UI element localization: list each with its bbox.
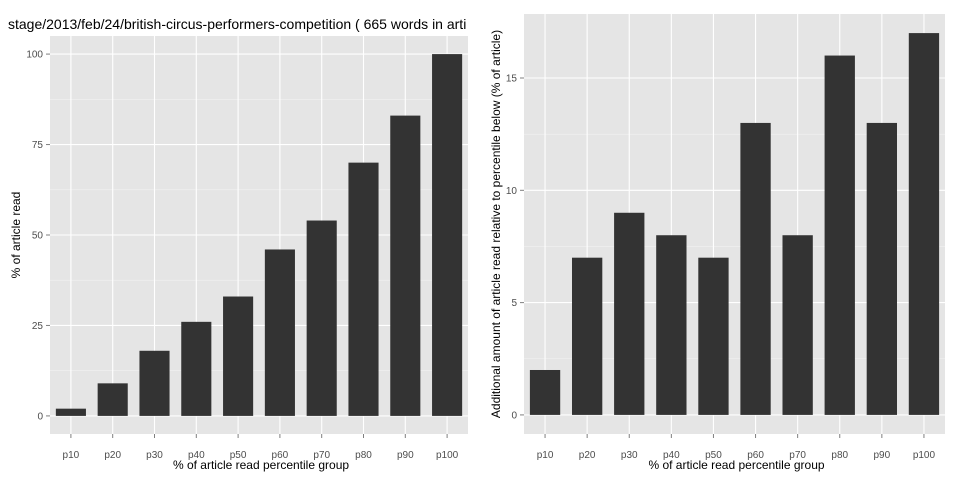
y-axis-title: Additional amount of article read relati… [489,30,503,418]
bar-p50 [698,257,729,415]
bar-p10 [529,369,561,415]
x-tick-label: p60 [747,450,764,461]
bar-p20 [571,257,603,415]
left-bar-chart: 0 25 50 75 100 p10 p20 p30 p40 p50 p60 p70 p80 p90 p10… [9,36,468,472]
x-tick-label: p90 [874,450,891,461]
x-tick-label: p100 [436,450,459,461]
bar-p70 [306,220,337,416]
bar-p20 [97,383,128,416]
right-bar-chart: 0 5 10 15 p10 p20 p30 p40 p50 p60 p70 p80 p90 p100 % o… [489,14,945,472]
x-tick-label: p40 [663,450,680,461]
bar-p80 [348,162,379,416]
x-tick-label: p20 [104,450,121,461]
y-tick-label: 5 [511,298,517,309]
x-tick-label: p100 [913,450,936,461]
bar-p60 [740,122,771,415]
y-tick-label: 15 [506,74,518,85]
x-tick-label: p90 [397,450,414,461]
x-tick-label: p50 [705,450,722,461]
bar-p70 [782,235,813,415]
bar-p40 [181,321,212,416]
y-tick-label: 0 [511,410,517,421]
x-tick-label: p70 [313,450,330,461]
bar-p60 [264,249,295,416]
x-axis-title: % of article read percentile group [173,458,349,472]
y-tick-label: 10 [506,186,518,197]
bar-p10 [55,408,86,416]
bar-p30 [139,350,170,416]
x-tick-label: p80 [355,450,372,461]
y-tick-label: 25 [32,321,44,332]
x-tick-label: p30 [621,450,638,461]
x-tick-label: p10 [537,450,554,461]
bar-p80 [824,55,855,415]
bar-p50 [223,296,254,416]
x-tick-label: p10 [63,450,80,461]
x-tick-label: p20 [579,450,596,461]
bar-p30 [614,212,645,415]
y-tick-label: 100 [26,50,43,61]
x-tick-label: p80 [831,450,848,461]
x-tick-label: p30 [146,450,163,461]
bar-p90 [390,115,421,416]
bar-p100 [432,54,463,416]
x-tick-label: p40 [188,450,205,461]
chart-title: stage/2013/feb/24/british-circus-perform… [8,16,466,32]
bar-p90 [866,122,898,415]
y-tick-label: 0 [37,411,43,422]
bar-p100 [908,33,940,415]
y-axis-title: % of article read [9,192,23,279]
x-tick-label: p70 [789,450,806,461]
y-tick-label: 50 [32,231,44,242]
bar-p40 [656,235,687,415]
y-tick-label: 75 [32,140,44,151]
x-axis-title: % of article read percentile group [648,458,824,472]
x-tick-label: p60 [272,450,289,461]
x-tick-label: p50 [230,450,247,461]
